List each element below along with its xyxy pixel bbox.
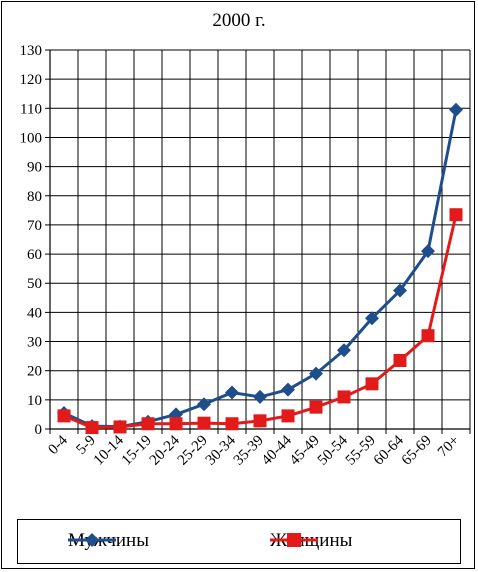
x-tick-label: 25-29 (175, 433, 211, 469)
legend-item-women: Женщины (270, 530, 352, 552)
x-tick-label: 15-19 (119, 433, 155, 469)
data-point-diamond (281, 382, 295, 397)
x-tick-label: 30-34 (203, 432, 239, 468)
data-point-diamond (337, 343, 351, 358)
y-tick-label: 130 (20, 43, 43, 59)
data-point-square (113, 420, 127, 434)
x-tick-label: 65-69 (399, 433, 435, 469)
x-tick-label: 35-39 (231, 433, 267, 469)
x-tick-label: 10-14 (91, 432, 127, 468)
data-point-square (365, 377, 379, 391)
series-line-0 (63, 109, 458, 429)
y-tick-label: 20 (27, 364, 42, 380)
y-tick-labels: 0 10 20 30 40 50 60 70 80 90 100 110 120 130 (20, 43, 43, 438)
y-tick-label: 100 (20, 130, 43, 146)
data-point-square (141, 417, 155, 431)
data-point-square (337, 390, 351, 404)
x-tick-label: 20-24 (147, 432, 183, 468)
data-point-square (393, 353, 407, 367)
data-point-square (225, 417, 239, 431)
legend: Мужчины Женщины (17, 519, 461, 564)
x-tick-label: 55-59 (343, 433, 379, 469)
x-tick-label: 70+ (435, 433, 463, 461)
data-point-diamond (393, 283, 407, 298)
legend-swatch-men (68, 533, 116, 547)
y-tick-label: 60 (27, 247, 42, 263)
line-chart: 0 10 20 30 40 50 60 70 80 90 100 110 120 130 0-4 5-910… (20, 43, 471, 469)
data-point-square (253, 414, 267, 428)
y-tick-label: 40 (27, 305, 42, 321)
y-tick-label: 50 (27, 276, 42, 292)
x-tick-label: 0-4 (45, 432, 71, 458)
data-point-diamond (449, 102, 463, 117)
legend-swatch-women (270, 533, 318, 547)
chart-title: 2000 г. (212, 10, 266, 31)
legend-item-men: Мужчины (68, 530, 149, 552)
axes (45, 49, 471, 434)
x-tick-labels: 0-4 5-910-1415-1920-2425-2930-3435-3940-4… (45, 432, 462, 468)
x-tick-label: 45-49 (287, 433, 323, 469)
y-tick-label: 0 (35, 422, 43, 438)
data-point-square (421, 329, 435, 343)
data-point-square (85, 421, 99, 435)
data-point-square (309, 400, 323, 414)
y-tick-label: 70 (27, 218, 42, 234)
x-tick-label: 60-64 (371, 432, 407, 468)
gridlines (49, 49, 471, 430)
data-point-diamond (253, 389, 267, 404)
data-point-diamond (309, 366, 323, 381)
data-point-square (449, 208, 463, 222)
data-point-square (57, 409, 71, 423)
data-point-diamond (197, 397, 211, 412)
data-point-diamond (225, 385, 239, 400)
x-tick-label: 50-54 (315, 432, 351, 468)
y-tick-label: 120 (20, 72, 43, 88)
data-point-square (197, 416, 211, 430)
data-point-diamond (365, 311, 379, 326)
y-tick-label: 90 (27, 160, 42, 176)
series-lines (57, 102, 463, 435)
y-tick-label: 110 (20, 101, 42, 117)
data-point-square (281, 409, 295, 423)
data-point-square (169, 417, 183, 431)
y-tick-label: 10 (27, 393, 42, 409)
y-tick-label: 80 (27, 189, 42, 205)
data-point-diamond (421, 244, 435, 259)
x-tick-label: 40-44 (259, 432, 295, 468)
y-tick-label: 30 (27, 335, 42, 351)
